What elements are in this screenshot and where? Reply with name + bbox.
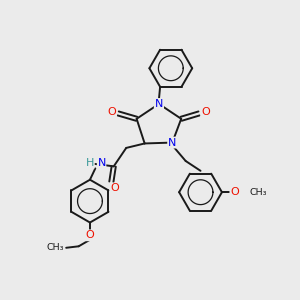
Text: N: N xyxy=(155,99,163,109)
Text: O: O xyxy=(230,187,239,197)
Text: N: N xyxy=(98,158,106,168)
Text: CH₃: CH₃ xyxy=(46,243,64,252)
Text: O: O xyxy=(85,230,94,240)
Text: CH₃: CH₃ xyxy=(250,188,267,197)
Text: O: O xyxy=(201,107,210,117)
Text: O: O xyxy=(107,107,116,117)
Text: H: H xyxy=(85,158,94,168)
Text: O: O xyxy=(111,183,119,193)
Text: N: N xyxy=(168,138,176,148)
